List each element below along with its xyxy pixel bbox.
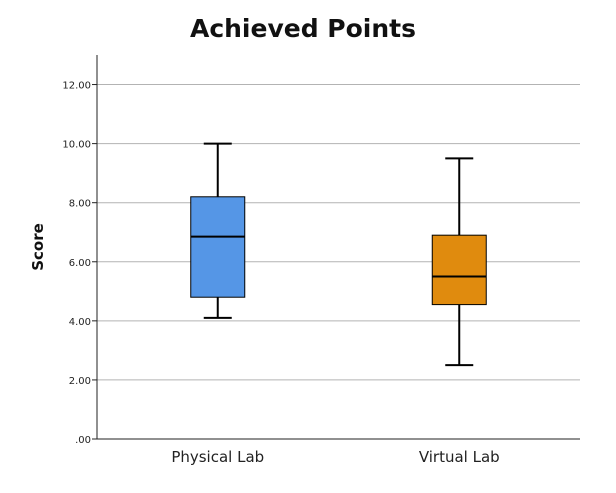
y-tick-label-2: 4.00 bbox=[69, 317, 91, 328]
y-tick-label-1: 2.00 bbox=[69, 376, 91, 387]
box-group-0 bbox=[190, 142, 246, 319]
category-label-0: Physical Lab bbox=[171, 448, 264, 466]
y-tick-label-0: .00 bbox=[75, 435, 91, 446]
axis-layer bbox=[92, 55, 580, 440]
box-layer bbox=[190, 142, 487, 367]
y-tick-label-5: 10.00 bbox=[62, 140, 91, 151]
grid-layer bbox=[97, 84, 580, 381]
y-tick-label-3: 6.00 bbox=[69, 258, 91, 269]
label-layer: .00 2.00 4.00 6.00 8.00 10.00 12.00 Physical La… bbox=[62, 81, 499, 466]
chart-title: Achieved Points bbox=[189, 14, 417, 43]
y-axis-label: Score bbox=[29, 223, 47, 271]
box-group-1 bbox=[431, 157, 487, 367]
y-tick-label-4: 8.00 bbox=[69, 199, 91, 210]
iqr-box-0 bbox=[190, 196, 246, 298]
iqr-box-1 bbox=[431, 234, 487, 306]
y-tick-label-6: 12.00 bbox=[62, 81, 91, 92]
category-label-1: Virtual Lab bbox=[419, 448, 500, 466]
